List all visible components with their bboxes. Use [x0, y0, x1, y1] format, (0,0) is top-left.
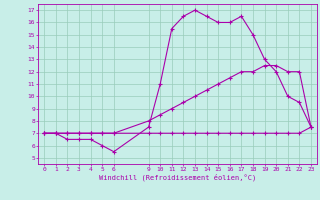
X-axis label: Windchill (Refroidissement éolien,°C): Windchill (Refroidissement éolien,°C) — [99, 174, 256, 181]
